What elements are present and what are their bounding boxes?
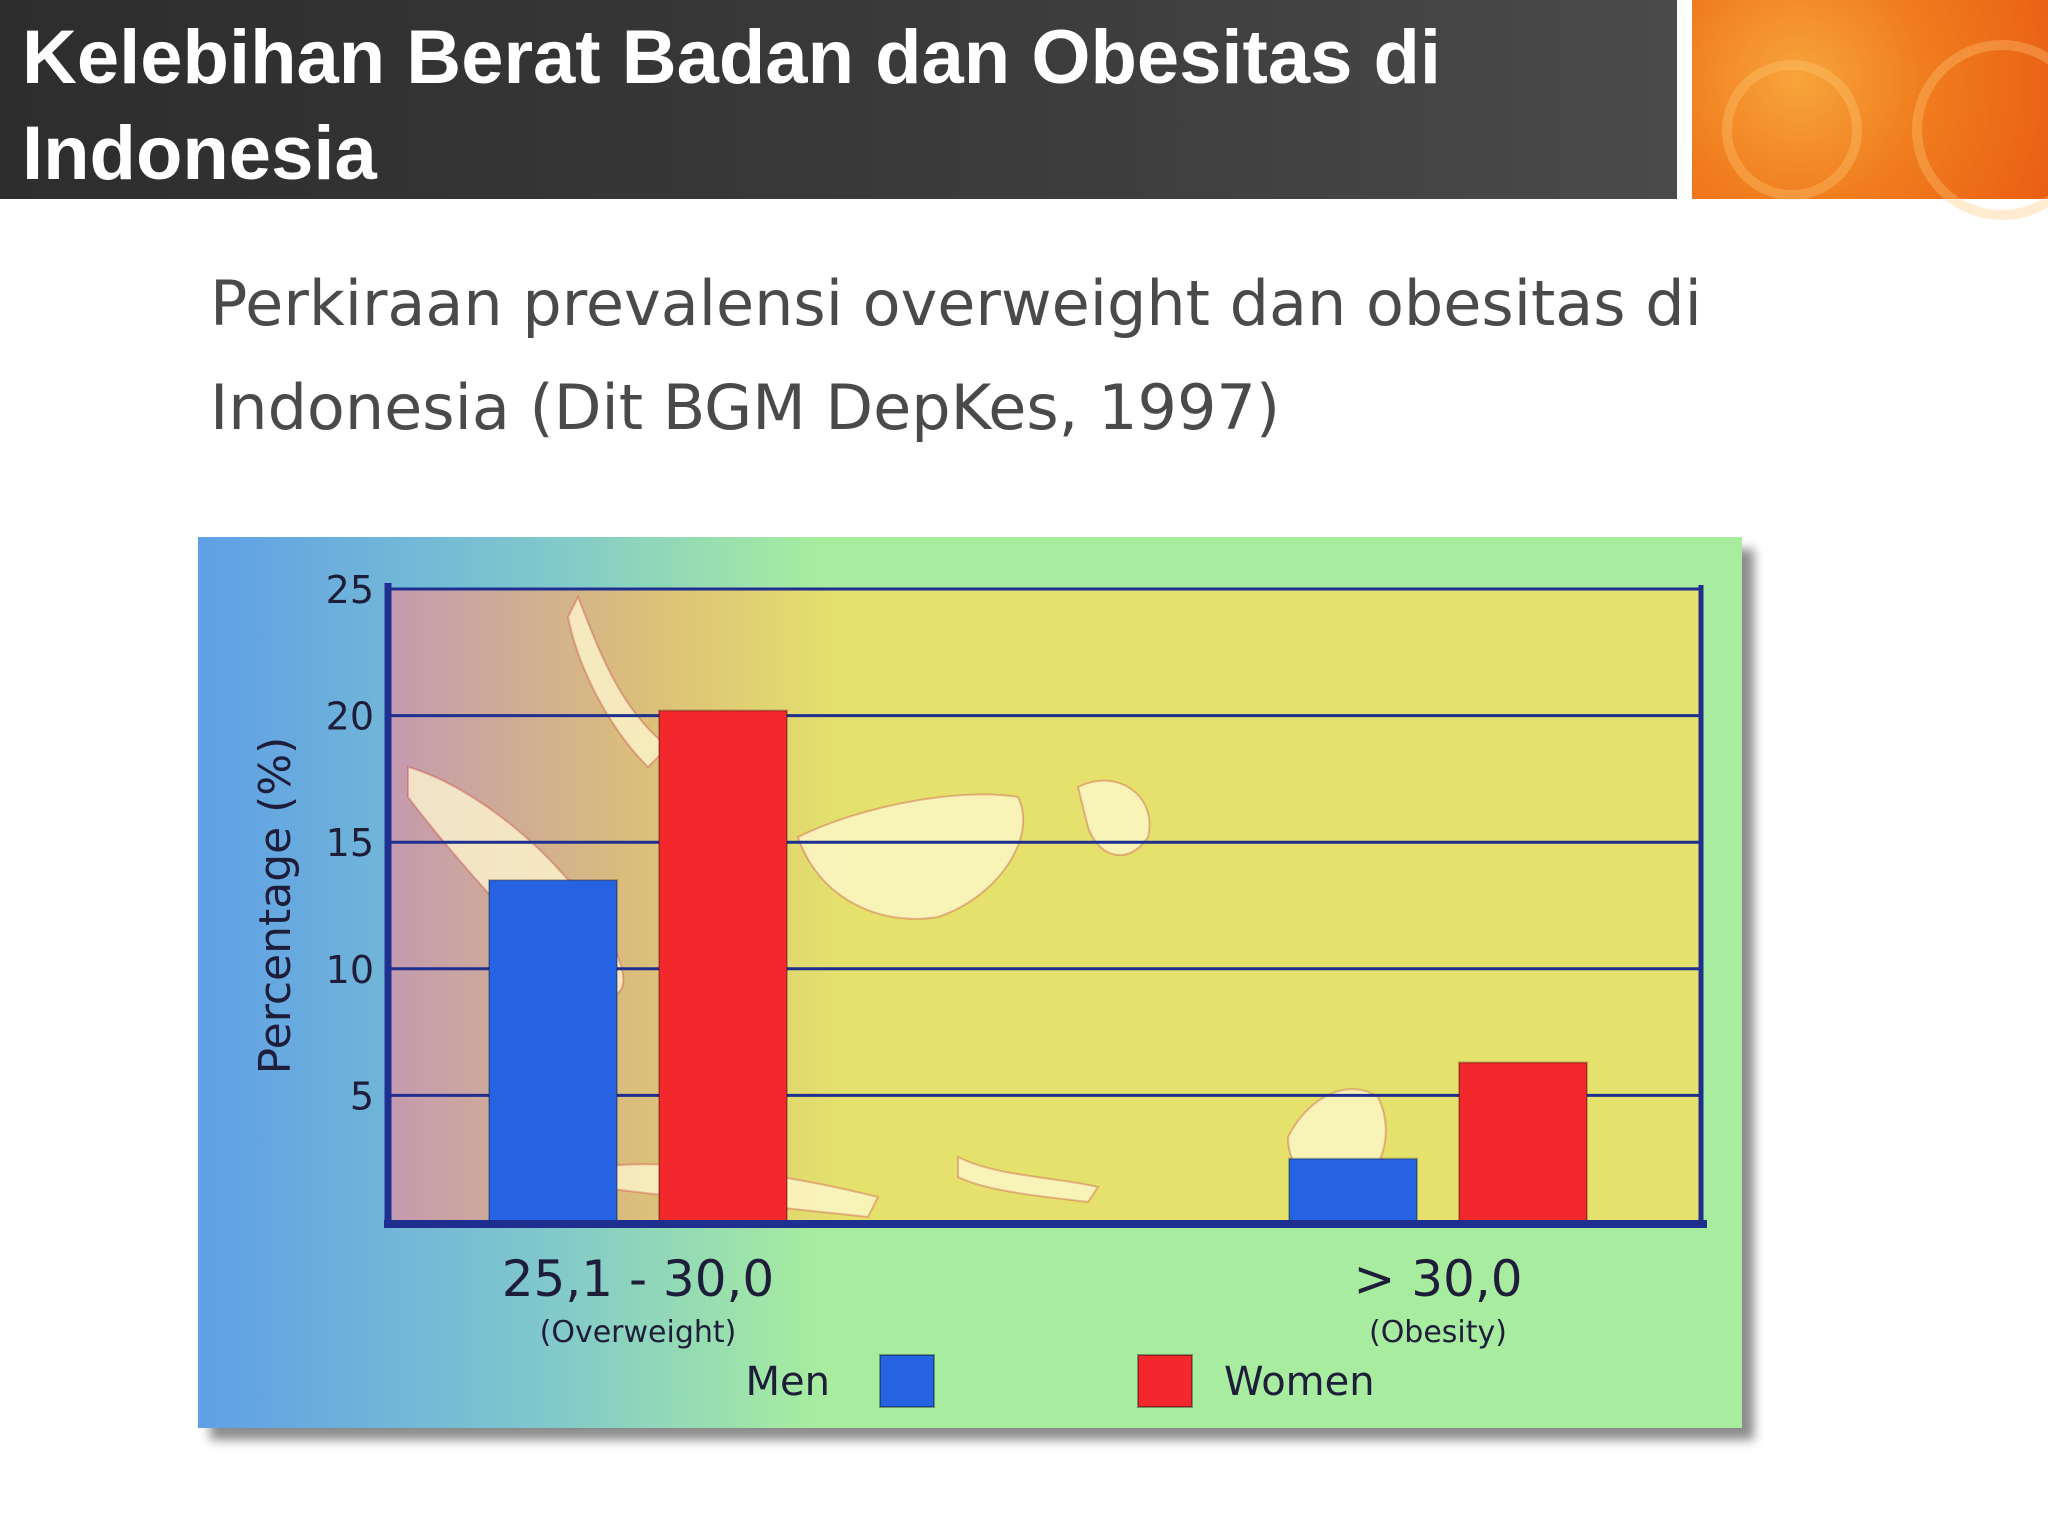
bar-men-overweight [488, 879, 618, 1223]
y-axis-label: Percentage (%) [250, 737, 301, 1075]
y-tick-label-20: 20 [326, 695, 374, 739]
slide-subtitle: Perkiraan prevalensi overweight dan obes… [210, 267, 1702, 444]
legend-swatch-men [879, 1354, 935, 1408]
y-tick-label-15: 15 [326, 821, 374, 865]
y-tick-label-5: 5 [350, 1074, 374, 1118]
bar-chart: 5 10 15 20 25 Percentage (%) 25,1 - 30,0 (Overw… [250, 568, 1707, 1408]
map-island-6 [957, 1155, 1100, 1204]
bar-women-overweight [658, 709, 788, 1223]
y-tick-label-25: 25 [326, 568, 374, 612]
legend-swatch-women [1137, 1354, 1193, 1408]
bar-women-obesity [1458, 1061, 1588, 1224]
map-island-2 [796, 793, 1025, 920]
map-island-3 [1076, 779, 1151, 857]
chart-panel: 5 10 15 20 25 Percentage (%) 25,1 - 30,0 (Overw… [198, 537, 1742, 1428]
x-sublabel-overweight: (Overweight) [540, 1315, 737, 1350]
x-tick-label-obesity: > 30,0 [1353, 1250, 1522, 1308]
legend-label-women: Women [1224, 1359, 1375, 1405]
title-bar: Kelebihan Berat Badan dan Obesitas di In… [0, 0, 1677, 199]
bar-men-obesity [1288, 1157, 1418, 1224]
orange-decoration [1692, 0, 2048, 220]
slide-title: Kelebihan Berat Badan dan Obesitas di In… [22, 15, 1442, 196]
y-tick-label-10: 10 [326, 948, 374, 992]
x-tick-label-overweight: 25,1 - 30,0 [502, 1250, 775, 1308]
map-island-1 [566, 594, 670, 769]
x-sublabel-obesity: (Obesity) [1369, 1315, 1507, 1350]
legend-label-men: Men [746, 1359, 830, 1405]
